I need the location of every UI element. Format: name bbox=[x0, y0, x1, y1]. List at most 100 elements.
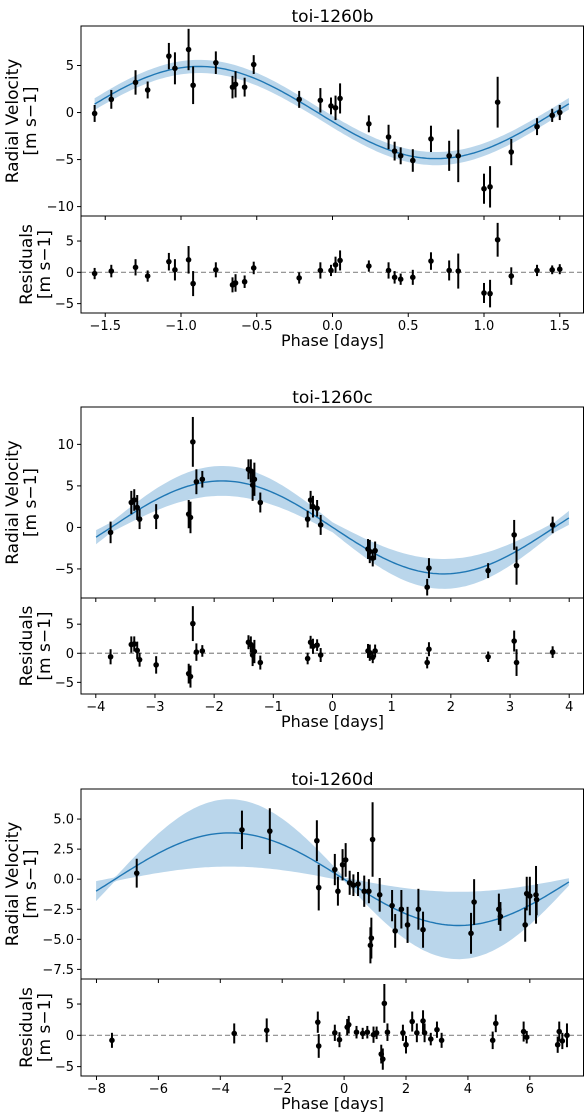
chart-title: toi-1260c bbox=[292, 388, 373, 408]
rv-ylabel-line1: Radial Velocity bbox=[3, 59, 23, 184]
residual-point bbox=[193, 649, 200, 655]
residual-point bbox=[314, 642, 320, 648]
residual-point bbox=[403, 1041, 409, 1048]
residual-point bbox=[232, 280, 239, 286]
residual-point bbox=[257, 659, 264, 666]
rv-ylabel-line2: [m s−1] bbox=[21, 86, 41, 155]
x-axis-label: Phase [days] bbox=[281, 1094, 384, 1112]
residual-point bbox=[549, 267, 555, 273]
residual-point bbox=[91, 270, 98, 277]
rv-point bbox=[317, 97, 324, 104]
residual-point bbox=[520, 1028, 527, 1035]
xtick-label: −1.5 bbox=[89, 319, 121, 334]
residual-ylabel-line1: Residuals bbox=[17, 224, 37, 305]
residual-point bbox=[109, 1037, 115, 1044]
residual-point bbox=[336, 1036, 343, 1043]
xtick-label: 4 bbox=[565, 700, 573, 715]
residual-axes-frame bbox=[80, 597, 584, 695]
residual-point bbox=[166, 258, 172, 265]
rv-point bbox=[369, 836, 376, 843]
rv-point bbox=[389, 902, 395, 909]
residual-point bbox=[332, 262, 339, 268]
chart-panel-3: toi-1260d −7.5 −5.0 −2.5 0.0 2.5 5.0 −5 0 5 −8 −6 −4… bbox=[3, 770, 584, 1112]
rv-point bbox=[339, 861, 346, 868]
residual-point bbox=[556, 1028, 563, 1035]
rv-point bbox=[397, 153, 404, 159]
chart-title: toi-1260b bbox=[292, 7, 374, 27]
rv-point bbox=[190, 82, 196, 89]
residual-point bbox=[172, 267, 178, 273]
rv-point bbox=[404, 922, 411, 928]
xtick-label: −2 bbox=[273, 1082, 292, 1097]
rv-point bbox=[131, 497, 138, 503]
xtick-label: 0.5 bbox=[398, 319, 419, 334]
xtick-label: −1 bbox=[264, 700, 283, 715]
rv-point bbox=[471, 899, 477, 905]
rv-point bbox=[508, 149, 515, 155]
residual-point bbox=[372, 648, 378, 654]
residual-point bbox=[213, 267, 219, 273]
rv-point bbox=[392, 928, 398, 934]
rv-point bbox=[144, 87, 151, 93]
residual-point bbox=[144, 273, 151, 279]
residual-point bbox=[134, 647, 141, 654]
residual-point bbox=[251, 648, 258, 655]
rv-point bbox=[257, 499, 264, 506]
rv-point bbox=[549, 522, 556, 528]
xtick-label: 2 bbox=[447, 700, 455, 715]
x-axis-label: Phase [days] bbox=[281, 331, 384, 350]
rv-point bbox=[314, 505, 320, 512]
rv-ytick-label: 5 bbox=[66, 479, 74, 494]
residual-point bbox=[534, 267, 540, 274]
x-axis-label: Phase [days] bbox=[281, 712, 384, 731]
rv-ytick-label: −5 bbox=[55, 562, 74, 577]
rv-point bbox=[350, 882, 357, 889]
model-curve bbox=[95, 480, 570, 575]
rv-point bbox=[391, 148, 398, 154]
rv-point bbox=[366, 121, 372, 127]
residual-point bbox=[296, 275, 302, 281]
rv-ylabel-line1: Radial Velocity bbox=[3, 822, 23, 947]
rv-point bbox=[133, 870, 140, 876]
rv-point bbox=[487, 184, 493, 190]
rv-point bbox=[335, 888, 341, 895]
rv-ytick-label: 5.0 bbox=[53, 813, 74, 828]
rv-ytick-label: −2.5 bbox=[42, 903, 74, 918]
residual-ytick-label: 0 bbox=[66, 1029, 74, 1044]
rv-point bbox=[511, 532, 517, 538]
residual-point bbox=[564, 1032, 570, 1039]
rv-point bbox=[355, 881, 361, 887]
residual-point bbox=[397, 276, 404, 283]
rv-ytick-label: 0 bbox=[66, 521, 74, 536]
rv-point bbox=[366, 548, 373, 555]
residual-point bbox=[414, 1030, 420, 1036]
rv-point bbox=[376, 892, 383, 898]
rv-point bbox=[398, 906, 405, 913]
residual-point bbox=[427, 1036, 434, 1042]
residual-point bbox=[153, 662, 159, 668]
residual-point bbox=[107, 653, 114, 660]
residual-point bbox=[554, 1041, 561, 1048]
residual-point bbox=[250, 265, 257, 271]
rv-point bbox=[420, 926, 426, 933]
xtick-label: −4 bbox=[86, 700, 105, 715]
rv-point bbox=[166, 53, 172, 59]
rv-point bbox=[317, 522, 324, 528]
residual-point bbox=[380, 1056, 386, 1062]
rv-point bbox=[415, 906, 422, 913]
rv-point bbox=[556, 109, 563, 116]
residual-axes-frame bbox=[80, 215, 584, 314]
xtick-label: −6 bbox=[149, 1082, 168, 1097]
rv-point bbox=[199, 476, 206, 483]
residual-point bbox=[185, 257, 192, 263]
rv-point bbox=[426, 565, 432, 571]
rv-ytick-label: −5 bbox=[55, 153, 74, 168]
rv-point bbox=[455, 153, 462, 159]
residual-point bbox=[359, 1030, 366, 1037]
xtick-label: 1.0 bbox=[474, 319, 495, 334]
rv-ytick-label: 0.0 bbox=[53, 873, 74, 888]
residual-point bbox=[434, 1026, 440, 1033]
residual-point bbox=[481, 290, 487, 296]
rv-ytick-label: −10 bbox=[47, 200, 74, 215]
